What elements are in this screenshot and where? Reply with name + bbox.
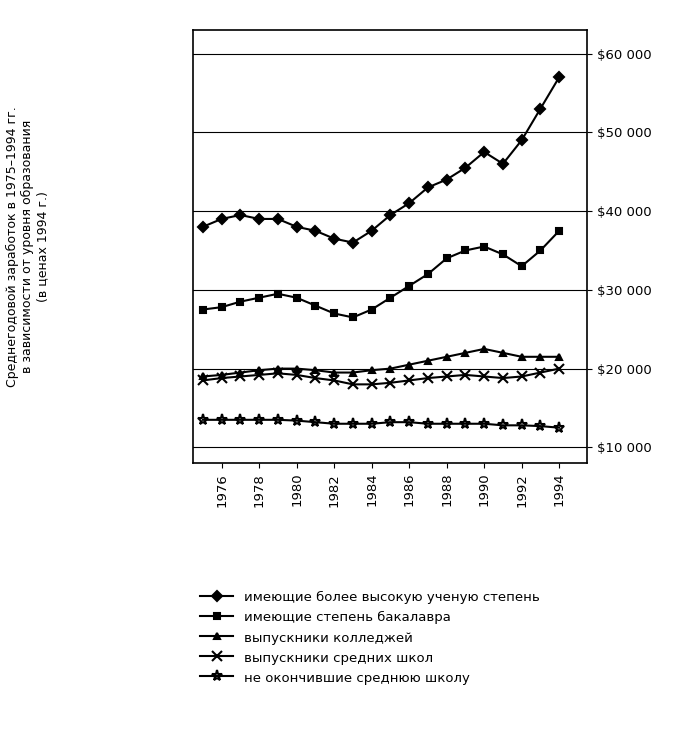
Legend: имеющие более высокую ученую степень, имеющие степень бакалавра, выпускники колл: имеющие более высокую ученую степень, им… — [200, 591, 540, 684]
Text: Среднегодовой заработок в 1975–1994 гг.
в зависимости от уровня образования
(в ц: Среднегодовой заработок в 1975–1994 гг. … — [6, 106, 49, 387]
